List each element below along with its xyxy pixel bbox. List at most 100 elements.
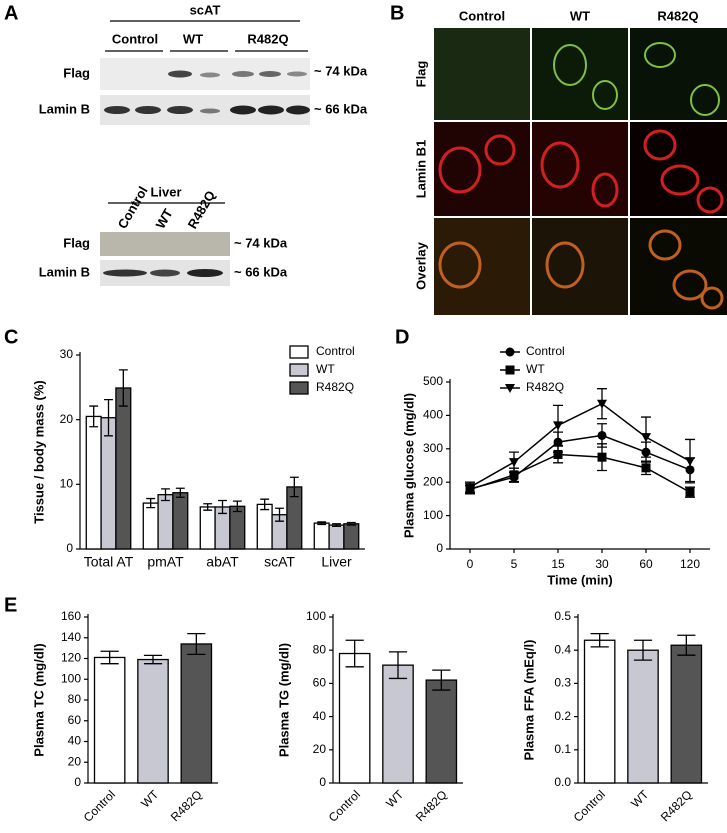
y-tick-label: 20: [68, 754, 82, 768]
y-tick-label: 0.3: [554, 676, 571, 690]
bar: [382, 664, 414, 784]
error-bar: [317, 521, 327, 526]
y-tick-label: 100: [306, 609, 326, 623]
row-label: Lamin B1: [413, 140, 428, 199]
bar: [229, 505, 246, 550]
panel-letter: E: [4, 594, 17, 616]
y-tick-label: 40: [68, 734, 82, 748]
panel-letter: B: [390, 2, 404, 24]
y-tick-label: 400: [423, 408, 443, 422]
error-bar: [590, 632, 609, 648]
y-axis-label: Plasma FFA (mEq/l): [521, 640, 536, 761]
error-bar: [677, 634, 696, 656]
lane-label: WT: [153, 206, 176, 231]
y-tick-label: 10: [60, 477, 74, 491]
column-label: R482Q: [657, 8, 698, 23]
line: [469, 402, 691, 488]
y-tick-label: 0: [436, 541, 443, 555]
y-tick-label: 40: [313, 709, 327, 723]
y-tick-label: 20: [313, 742, 327, 756]
size-label: ~ 74 kDa: [314, 63, 368, 78]
bar: [328, 524, 345, 550]
marker: [597, 399, 607, 409]
y-tick-label: 0.5: [554, 609, 571, 623]
size-label: ~ 66 kDa: [234, 264, 288, 279]
y-tick-label: 80: [68, 692, 82, 706]
error-bar: [275, 507, 284, 522]
x-tick-label: 30: [595, 557, 609, 571]
y-axis-label: Plasma glucose (mg/dl): [401, 393, 416, 538]
x-tick-label: 60: [639, 557, 653, 571]
bar: [425, 679, 458, 784]
panel-letter: C: [4, 326, 18, 348]
bar: [85, 415, 102, 550]
y-tick-label: 20: [60, 412, 74, 426]
x-tick-label: R482Q: [413, 787, 450, 824]
x-tick-label: Control: [571, 787, 608, 824]
axis-line: [449, 379, 710, 550]
y-axis-label: Tissue / body mass (%): [31, 380, 46, 524]
legend-label: WT: [526, 362, 545, 376]
marker: [509, 470, 519, 480]
y-tick-label: 0.2: [554, 709, 571, 723]
error-bar: [345, 639, 364, 668]
error-bar: [388, 651, 408, 680]
legend-swatch: [289, 345, 309, 359]
y-tick-label: 100: [423, 508, 443, 522]
row-label: Flag: [63, 65, 90, 80]
y-tick-label: 0: [74, 775, 81, 789]
x-tick-label: 120: [680, 557, 700, 571]
y-tick-label: 80: [313, 642, 327, 656]
error-bar: [146, 497, 156, 509]
size-label: ~ 66 kDa: [314, 101, 368, 116]
error-bar: [104, 398, 113, 437]
legend-label: R482Q: [526, 380, 564, 394]
bar: [100, 417, 117, 550]
bar: [343, 523, 360, 550]
y-tick-label: 300: [423, 441, 443, 455]
legend-label: Control: [316, 344, 355, 358]
bar: [172, 492, 189, 550]
row-label: Overlay: [413, 241, 428, 289]
error-bar: [161, 488, 170, 502]
bar: [93, 656, 126, 784]
lane-label: Control: [115, 184, 151, 232]
bar: [338, 652, 371, 784]
bar: [313, 522, 330, 550]
bar: [137, 658, 169, 784]
bar: [256, 503, 273, 550]
group-label: Liver: [150, 184, 181, 199]
panel-letter: A: [4, 2, 18, 24]
marker: [597, 452, 607, 462]
marker: [641, 433, 651, 443]
error-bar: [203, 503, 213, 511]
marker: [597, 430, 607, 440]
y-tick-label: 30: [60, 347, 74, 361]
bar: [583, 639, 616, 784]
x-tick-label: Control: [81, 787, 118, 824]
x-tick-label: R482Q: [658, 787, 695, 824]
x-tick-label: 0: [467, 557, 474, 571]
marker: [505, 384, 515, 393]
column-label: WT: [570, 8, 590, 23]
x-tick-label: Liver: [321, 554, 352, 570]
error-bar: [89, 405, 99, 428]
x-tick-label: Control: [326, 787, 363, 824]
legend-label: WT: [316, 362, 335, 376]
y-tick-label: 0.1: [554, 742, 571, 756]
group-label: scAT: [190, 2, 221, 17]
y-tick-label: 500: [423, 374, 443, 388]
y-tick-label: 60: [68, 713, 82, 727]
y-tick-label: 200: [423, 474, 443, 488]
bar: [199, 506, 216, 550]
error-bar: [100, 650, 119, 665]
legend-label: Control: [526, 344, 565, 358]
column-label: Control: [459, 8, 505, 23]
marker: [505, 347, 515, 357]
x-tick-label: pmAT: [147, 554, 184, 570]
x-tick-label: scAT: [264, 554, 295, 570]
legend-swatch: [289, 363, 309, 377]
y-axis-label: Plasma TC (mg/dl): [31, 643, 46, 756]
y-tick-label: 100: [61, 671, 81, 685]
